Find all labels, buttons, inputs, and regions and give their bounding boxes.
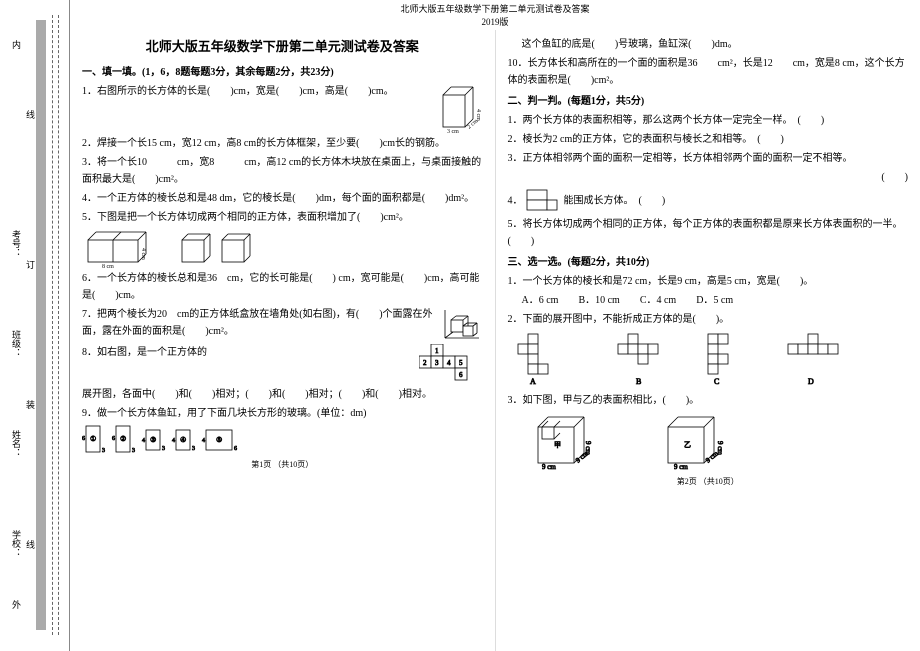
svg-text:6: 6 [459, 371, 463, 379]
j4b-text: 能围成长方体。 ( ) [564, 195, 666, 206]
q8-figure: 1 2 3 4 5 6 [419, 344, 483, 384]
q1: 4 cm 3 cm 2 cm 1．右图所示的长方体的长是( )cm，宽是( )c… [82, 83, 483, 133]
column-left: 北师大版五年级数学下册第二单元测试卷及答案 一、填一填。(1，6，8题每题3分，… [70, 30, 496, 651]
binding-area: 外 学校： 姓名： 班级： 考号： 内 线 订 装 线 [0, 0, 70, 651]
page-root: 外 学校： 姓名： 班级： 考号： 内 线 订 装 线 北师大版五年级数学下册第… [0, 0, 920, 651]
binding-label: 内 [10, 40, 23, 49]
paper-title: 北师大版五年级数学下册第二单元测试卷及答案 [82, 36, 483, 58]
q8b: 展开图，各面中( )和( )相对；( )和( )相对；( )和( )相对。 [82, 386, 483, 403]
binding-label: 线 [24, 110, 37, 119]
dash-line-1 [52, 15, 53, 635]
q1-w: 3 cm [447, 129, 459, 133]
binding-label: 学校： [10, 530, 23, 557]
binding-label: 线 [24, 540, 37, 549]
j1: 1．两个长方体的表面积相等，那么这两个长方体一定完全一样。 ( ) [508, 112, 909, 129]
page-header: 北师大版五年级数学下册第二单元测试卷及答案 2019版 [70, 0, 920, 30]
svg-text:8 cm: 8 cm [102, 264, 114, 268]
q7-figure [443, 306, 483, 342]
q9c: 这个鱼缸的底是( )号玻璃，鱼缸深( )dm。 [508, 36, 909, 53]
svg-text:5: 5 [459, 359, 463, 367]
svg-text:9 cm: 9 cm [542, 463, 556, 471]
svg-text:6: 6 [82, 436, 85, 442]
q9: 9．做一个长方体鱼缸，用了下面几块长方形的玻璃。(单位：dm) ① 3 6 ② 3… [82, 405, 483, 456]
footer-right: 第2页 （共10页） [508, 475, 909, 491]
j3b: ( ) [508, 169, 909, 186]
svg-text:4: 4 [447, 359, 451, 367]
section-2: 二、判一判。(每题1分，共5分) [508, 93, 909, 110]
binding-label: 订 [24, 260, 37, 269]
q5-text: 5．下图是把一个长方体切成两个相同的正方体，表面积增加了( )cm²。 [82, 212, 409, 223]
x1: 1．一个长方体的棱长和是72 cm，长是9 cm，高是5 cm，宽是( )。 [508, 273, 909, 290]
svg-text:4 cm: 4 cm [140, 248, 146, 260]
svg-text:9 cm: 9 cm [674, 463, 688, 471]
q4: 4．一个正方体的棱长总和是48 dm，它的棱长是( )dm，每个面的面积都是( … [82, 190, 483, 207]
j4-figure [525, 188, 561, 214]
x2: 2．下面的展开图中，不能折成正方体的是( )。 [508, 311, 909, 328]
header-line1: 北师大版五年级数学下册第二单元测试卷及答案 [70, 2, 920, 15]
q7: 7．把两个棱长为20 cm的正方体纸盒放在墙角处(如右图)，有( )个面露在外面… [82, 306, 483, 342]
binding-bar [36, 20, 46, 630]
svg-text:⑤: ⑤ [216, 436, 222, 444]
binding-label: 姓名： [10, 430, 23, 457]
j2: 2．棱长为2 cm的正方体，它的表面积与棱长之和相等。 ( ) [508, 131, 909, 148]
q3: 3．将一个长10 cm，宽8 cm，高12 cm的长方体木块放在桌面上，与桌面接… [82, 154, 483, 188]
svg-text:A: A [530, 377, 536, 386]
svg-text:3: 3 [435, 359, 439, 367]
q1-text: 1．右图所示的长方体的长是( )cm，宽是( )cm，高是( )cm。 [82, 86, 394, 97]
j4-num: 4． [508, 195, 523, 206]
section-3: 三、选一选。(每题2分，共10分) [508, 254, 909, 271]
svg-text:3: 3 [192, 446, 195, 452]
binding-label: 考号： [10, 230, 23, 257]
column-right: 这个鱼缸的底是( )号玻璃，鱼缸深( )dm。 10．长方体长和高所在的一个面的… [496, 30, 920, 651]
svg-text:4: 4 [142, 438, 145, 444]
svg-text:4: 4 [202, 438, 205, 444]
svg-text:②: ② [120, 435, 126, 443]
q7-text: 7．把两个棱长为20 cm的正方体纸盒放在墙角处(如右图)，有( )个面露在外面… [82, 309, 433, 337]
svg-text:①: ① [90, 435, 96, 443]
x3: 3．如下图，甲与乙的表面积相比，( )。 [508, 392, 909, 409]
svg-text:甲: 甲 [554, 441, 561, 449]
svg-text:6: 6 [234, 446, 237, 452]
j4: 4． 能围成长方体。 ( ) [508, 188, 909, 214]
footer-left: 第1页 （共10页） [82, 458, 483, 474]
binding-label: 装 [24, 400, 37, 409]
dash-line-2 [58, 15, 59, 635]
q5-figure: 8 cm 4 cm [82, 228, 262, 268]
binding-labels: 外 学校： 姓名： 班级： 考号： 内 线 订 装 线 [4, 0, 34, 651]
svg-text:3: 3 [132, 448, 135, 454]
q5-figure-row: 8 cm 4 cm [82, 228, 483, 268]
svg-text:B: B [636, 377, 641, 386]
q1-figure: 4 cm 3 cm 2 cm [439, 83, 483, 133]
svg-text:6: 6 [112, 436, 115, 442]
q9-figure: ① 3 6 ② 3 6 ③ 3 4 ④ 3 4 ⑤ 6 4 [82, 424, 483, 456]
binding-label: 班级： [10, 330, 23, 357]
svg-text:3: 3 [102, 448, 105, 454]
q6: 6．一个长方体的棱长总和是36 cm，它的长可能是( ) cm，宽可能是( )c… [82, 270, 483, 304]
x3-figure: 甲 9 cm 9 cm 9 cm 乙 [508, 411, 909, 473]
header-line2: 2019版 [70, 15, 920, 28]
q2: 2．焊接一个长15 cm，宽12 cm，高8 cm的长方体框架，至少要( )cm… [82, 135, 483, 152]
section-1: 一、填一填。(1，6，8题每题3分，其余每题2分，共23分) [82, 64, 483, 81]
svg-text:D: D [808, 377, 814, 386]
q5: 5．下图是把一个长方体切成两个相同的正方体，表面积增加了( )cm²。 8 cm [82, 209, 483, 268]
j3: 3．正方体相邻两个面的面积一定相等，长方体相邻两个面的面积一定不相等。 [508, 150, 909, 167]
x1-opts: A．6 cm B．10 cm C．4 cm D．5 cm [508, 292, 909, 309]
binding-label: 外 [10, 600, 23, 609]
q8a-text: 8．如右图，是一个正方体的 [82, 347, 207, 358]
svg-text:4: 4 [172, 438, 175, 444]
svg-text:④: ④ [180, 436, 186, 444]
svg-text:乙: 乙 [684, 441, 691, 449]
svg-text:2: 2 [423, 359, 427, 367]
content-area: 北师大版五年级数学下册第二单元测试卷及答案 2019版 北师大版五年级数学下册第… [70, 0, 920, 651]
x2-figures: A B [508, 330, 909, 390]
q8: 1 2 3 4 5 6 8．如右图，是一个正方体的 [82, 344, 483, 384]
svg-text:③: ③ [150, 436, 156, 444]
q10: 10．长方体长和高所在的一个面的面积是36 cm²，长是12 cm，宽是8 cm… [508, 55, 909, 89]
svg-text:C: C [714, 377, 719, 386]
q9-text: 9．做一个长方体鱼缸，用了下面几块长方形的玻璃。(单位：dm) [82, 408, 366, 419]
svg-text:1: 1 [435, 347, 439, 355]
j5: 5．将长方体切成两个相同的正方体，每个正方体的表面积都是原来长方体表面积的一半。… [508, 216, 909, 250]
svg-text:3: 3 [162, 446, 165, 452]
columns: 北师大版五年级数学下册第二单元测试卷及答案 一、填一填。(1，6，8题每题3分，… [70, 30, 920, 651]
